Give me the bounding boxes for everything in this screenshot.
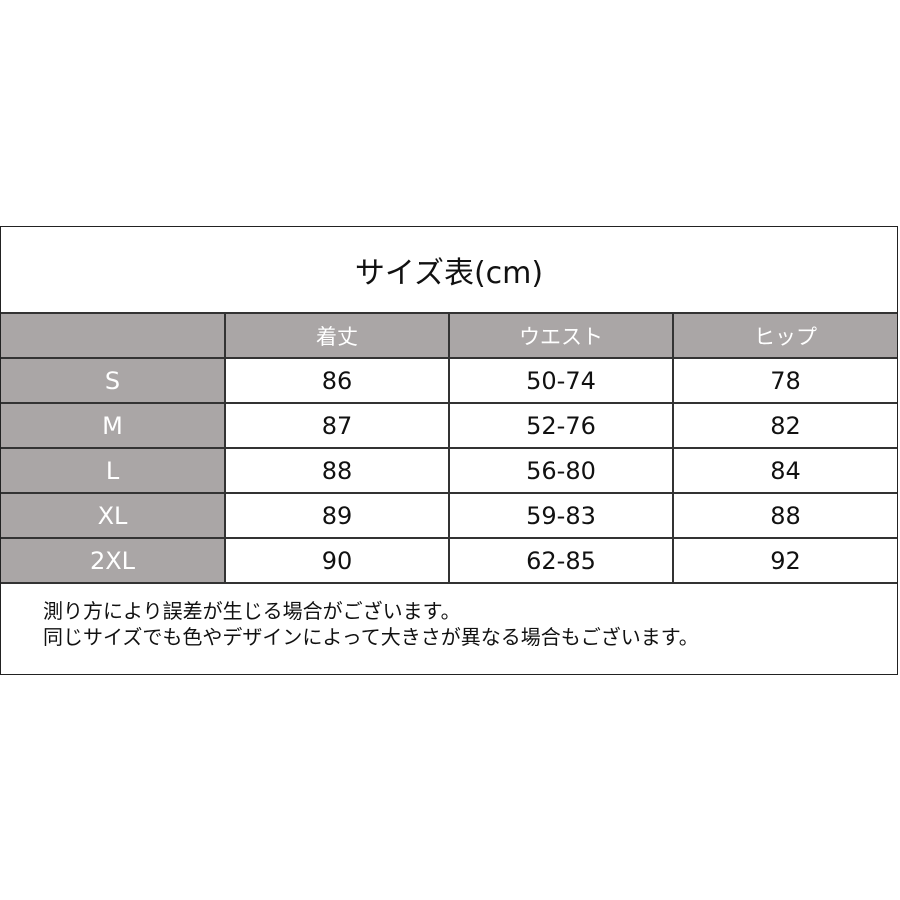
cell-hip: 78 — [672, 357, 897, 404]
cell-length: 87 — [224, 402, 450, 449]
table-row: L 88 56-80 84 — [1, 447, 897, 494]
cell-hip: 82 — [672, 402, 897, 449]
size-table: 着丈 ウエスト ヒップ S 86 50-74 78 M 87 52-76 82 … — [1, 314, 897, 584]
cell-length: 90 — [224, 537, 450, 584]
table-row: S 86 50-74 78 — [1, 357, 897, 404]
cell-length: 86 — [224, 357, 450, 404]
size-label: L — [1, 447, 226, 494]
header-length: 着丈 — [224, 314, 450, 359]
cell-waist: 52-76 — [448, 402, 674, 449]
header-waist: ウエスト — [448, 314, 674, 359]
cell-length: 89 — [224, 492, 450, 539]
cell-hip: 84 — [672, 447, 897, 494]
table-row: M 87 52-76 82 — [1, 402, 897, 449]
cell-waist: 59-83 — [448, 492, 674, 539]
header-hip: ヒップ — [672, 314, 897, 359]
table-row: 2XL 90 62-85 92 — [1, 537, 897, 584]
cell-waist: 56-80 — [448, 447, 674, 494]
table-row: XL 89 59-83 88 — [1, 492, 897, 539]
size-label: M — [1, 402, 226, 449]
notes: 測り方により誤差が生じる場合がございます。 同じサイズでも色やデザインによって大… — [1, 584, 897, 650]
cell-waist: 62-85 — [448, 537, 674, 584]
cell-hip: 88 — [672, 492, 897, 539]
cell-length: 88 — [224, 447, 450, 494]
cell-hip: 92 — [672, 537, 897, 584]
size-label: S — [1, 357, 226, 404]
header-row: 着丈 ウエスト ヒップ — [1, 314, 897, 359]
size-label: 2XL — [1, 537, 226, 584]
size-chart: サイズ表(cm) 着丈 ウエスト ヒップ S 86 50-74 78 M 87 … — [0, 226, 898, 675]
size-label: XL — [1, 492, 226, 539]
cell-waist: 50-74 — [448, 357, 674, 404]
header-corner — [1, 314, 226, 359]
chart-title: サイズ表(cm) — [1, 227, 897, 314]
note-line: 同じサイズでも色やデザインによって大きさが異なる場合もございます。 — [43, 625, 699, 649]
note-line: 測り方により誤差が生じる場合がございます。 — [43, 599, 461, 623]
